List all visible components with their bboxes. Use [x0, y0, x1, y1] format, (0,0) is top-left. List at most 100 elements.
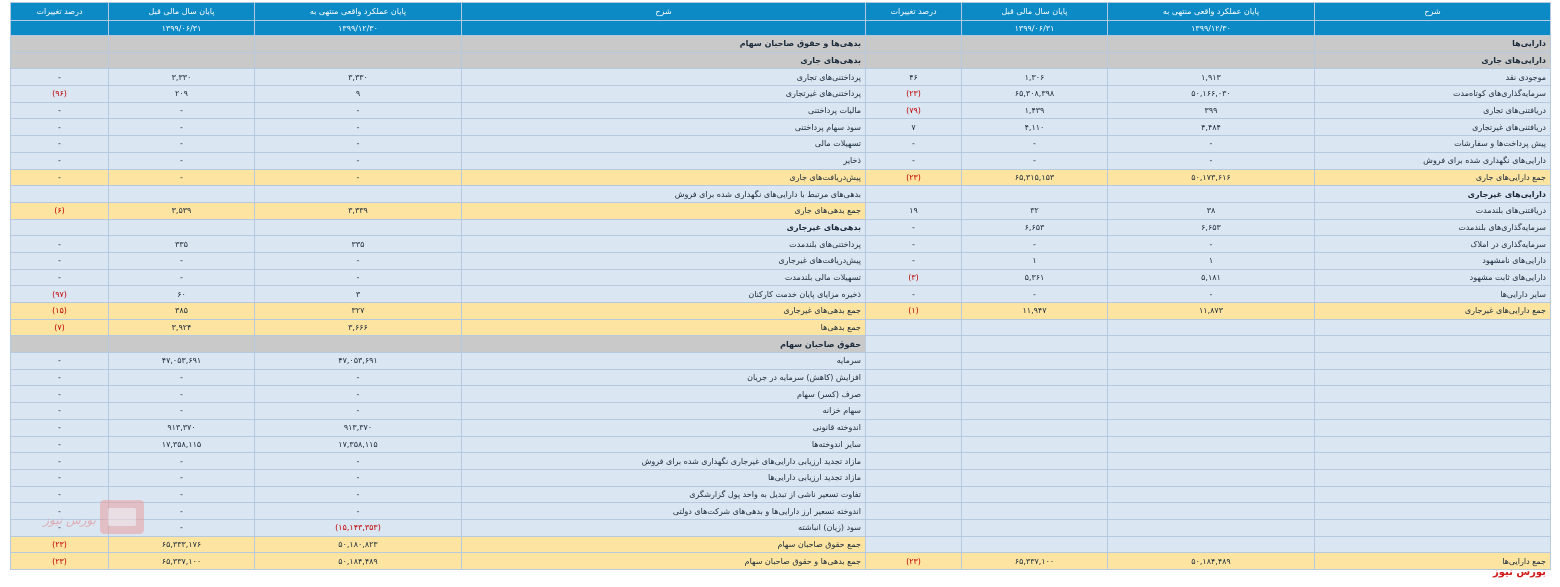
right-change-cell — [865, 518, 962, 537]
right-change-cell: (۲۳) — [865, 168, 962, 187]
right-current-period-cell — [1107, 51, 1315, 70]
table-row: بدهی‌های مرتبط با دارایی‌های نگهداری شده… — [10, 185, 1551, 203]
left-prev-year-cell: - — [108, 151, 255, 170]
table-row: - - - سود سهام پرداختنی ۷ ۴,۱۱۰ ۴,۴۸۴ دریافتنی‌… — [10, 118, 1551, 137]
right-current-period-cell — [1107, 368, 1315, 387]
col-header-prev-right: پایان سال مالی قبل — [961, 2, 1108, 21]
left-prev-year-cell: ۳۳۵ — [108, 235, 255, 253]
right-prev-year-cell: ۶۵,۳۱۵,۱۵۳ — [961, 168, 1108, 187]
table-row: (۱۵) ۳۸۵ ۳۲۷ جمع بدهی‌های غیرجاری (۱) ۱۱,۹۴۷ ۱… — [10, 302, 1551, 320]
right-change-cell — [865, 35, 962, 53]
left-current-period-cell: - — [254, 118, 462, 137]
left-current-period-cell: - — [254, 485, 462, 504]
right-change-cell — [865, 368, 962, 387]
right-row-label: دارایی‌های نامشهود — [1314, 251, 1551, 270]
table-row: - - - مازاد تجدید ارزیابی دارایی‌های غیرجار… — [10, 452, 1551, 470]
right-prev-year-cell: ۳۲ — [961, 201, 1108, 220]
left-row-label: جمع حقوق صاحبان سهام — [461, 535, 866, 554]
table-row: - - - پیش‌دریافت‌های غیرجاری -۱ ۱ دارایی‌های ن… — [10, 251, 1551, 270]
right-row-label: جمع دارایی‌های غیرجاری — [1314, 302, 1551, 320]
right-row-label: دارایی‌های نگهداری شده برای فروش — [1314, 151, 1551, 170]
table-row: - - - مالیات پرداختنی (۷۹) ۱,۴۳۹ ۳۹۹ دریافتنی‌ه… — [10, 101, 1551, 120]
left-change-cell: - — [10, 268, 109, 287]
left-current-period-cell — [254, 51, 462, 70]
right-change-cell — [865, 402, 962, 420]
left-change-cell: - — [10, 368, 109, 387]
left-prev-year-cell: - — [108, 468, 255, 487]
left-prev-year-cell: ۶۵,۳۳۳,۱۷۶ — [108, 535, 255, 554]
right-change-cell: ۱۹ — [865, 201, 962, 220]
left-current-period-cell: ۳,۳۳۰ — [254, 68, 462, 87]
left-prev-year-cell — [108, 35, 255, 53]
table-row: - - - سهام خزانه — [10, 402, 1551, 420]
left-current-period-cell: - — [254, 268, 462, 287]
right-current-period-cell: - — [1107, 235, 1315, 253]
left-row-label: بدهی‌ها و حقوق صاحبان سهام — [461, 35, 866, 53]
left-prev-year-cell: ۱۷,۳۵۸,۱۱۵ — [108, 435, 255, 454]
left-row-label: تسهیلات مالی — [461, 135, 866, 153]
left-prev-year-cell — [108, 335, 255, 354]
right-prev-year-cell: ۶۵,۳۳۷,۱۰۰ — [961, 552, 1108, 570]
right-row-label — [1314, 352, 1551, 370]
left-row-label: افزایش (کاهش) سرمایه در جریان — [461, 368, 866, 387]
right-row-label — [1314, 385, 1551, 404]
table-row: -۴۷,۰۵۳,۶۹۱ ۴۷,۰۵۳,۶۹۱ سرمایه — [10, 352, 1551, 370]
right-current-period-cell — [1107, 418, 1315, 437]
right-change-cell: - — [865, 235, 962, 253]
table-row: - - (۱۵,۱۴۳,۳۵۳) سود (زیان) انباشته — [10, 518, 1551, 537]
left-row-label: صرف (کسر) سهام — [461, 385, 866, 404]
left-current-period-cell — [254, 35, 462, 53]
left-row-label: پرداختنی‌های بلندمدت — [461, 235, 866, 253]
right-current-period-cell — [1107, 335, 1315, 354]
right-row-label — [1314, 535, 1551, 554]
right-row-label — [1314, 402, 1551, 420]
right-row-label: دارایی‌های ثابت مشهود — [1314, 268, 1551, 287]
left-change-cell: (۷) — [10, 318, 109, 337]
left-change-cell: - — [10, 101, 109, 120]
left-current-period-cell: - — [254, 368, 462, 387]
left-change-cell: - — [10, 402, 109, 420]
header-row: درصد تغییرات پایان سال مالی قبل پایان عم… — [10, 2, 1551, 21]
right-prev-year-cell: ۶,۶۵۳ — [961, 218, 1108, 237]
left-row-label: ذخایر — [461, 151, 866, 170]
right-current-period-cell: ۵۰,۱۸۴,۴۸۹ — [1107, 552, 1315, 570]
right-current-period-cell — [1107, 518, 1315, 537]
left-current-period-cell: - — [254, 452, 462, 470]
right-prev-year-cell — [961, 318, 1108, 337]
left-change-cell: - — [10, 251, 109, 270]
left-prev-year-cell: ۳,۵۳۹ — [108, 201, 255, 220]
col-header-current-left: پایان عملکرد واقعی منتهی به — [254, 2, 462, 21]
left-current-period-cell: ۹۱۳,۳۷۰ — [254, 418, 462, 437]
right-change-cell — [865, 318, 962, 337]
left-prev-year-cell: ۳,۹۲۴ — [108, 318, 255, 337]
right-row-label: جمع دارایی‌های جاری — [1314, 168, 1551, 187]
left-row-label: اندوخته تسعیر ارز دارایی‌ها و بدهی‌های ش… — [461, 502, 866, 520]
table-row: - - - پیش‌دریافت‌های جاری (۲۳) ۶۵,۳۱۵,۱۵۳ ۵۰,۱… — [10, 168, 1551, 187]
left-change-cell: - — [10, 518, 109, 537]
left-row-label: سرمایه — [461, 352, 866, 370]
right-prev-year-cell: ۱ — [961, 251, 1108, 270]
table-row: (۷) ۳,۹۲۴ ۳,۶۶۶ جمع بدهی‌ها — [10, 318, 1551, 337]
left-change-cell: - — [10, 418, 109, 437]
right-prev-year-cell: ۱,۳۰۶ — [961, 68, 1108, 87]
table-row: بدهی‌های جاری دارایی‌های جاری — [10, 51, 1551, 70]
right-change-cell — [865, 335, 962, 354]
left-prev-year-cell: ۳۸۵ — [108, 302, 255, 320]
left-row-label: اندوخته قانونی — [461, 418, 866, 437]
left-row-label: سایر اندوخته‌ها — [461, 435, 866, 454]
right-prev-year-cell — [961, 518, 1108, 537]
right-current-period-cell: ۳۹۹ — [1107, 101, 1315, 120]
right-prev-year-cell: ۱۱,۹۴۷ — [961, 302, 1108, 320]
right-row-label — [1314, 502, 1551, 520]
left-prev-year-cell: - — [108, 402, 255, 420]
right-prev-year-cell — [961, 402, 1108, 420]
table-row: حقوق صاحبان سهام — [10, 335, 1551, 354]
right-prev-year-cell: - — [961, 235, 1108, 253]
left-current-period-cell — [254, 185, 462, 203]
left-row-label: تفاوت تسعیر ناشی از تبدیل به واحد پول گز… — [461, 485, 866, 504]
date-cell-empty — [10, 20, 109, 36]
right-change-cell — [865, 452, 962, 470]
right-change-cell: (۳) — [865, 268, 962, 287]
left-change-cell: - — [10, 135, 109, 153]
table-row: - - - تسهیلات مالی - - - پیش پرداخت‌ها و سفارشا… — [10, 135, 1551, 153]
